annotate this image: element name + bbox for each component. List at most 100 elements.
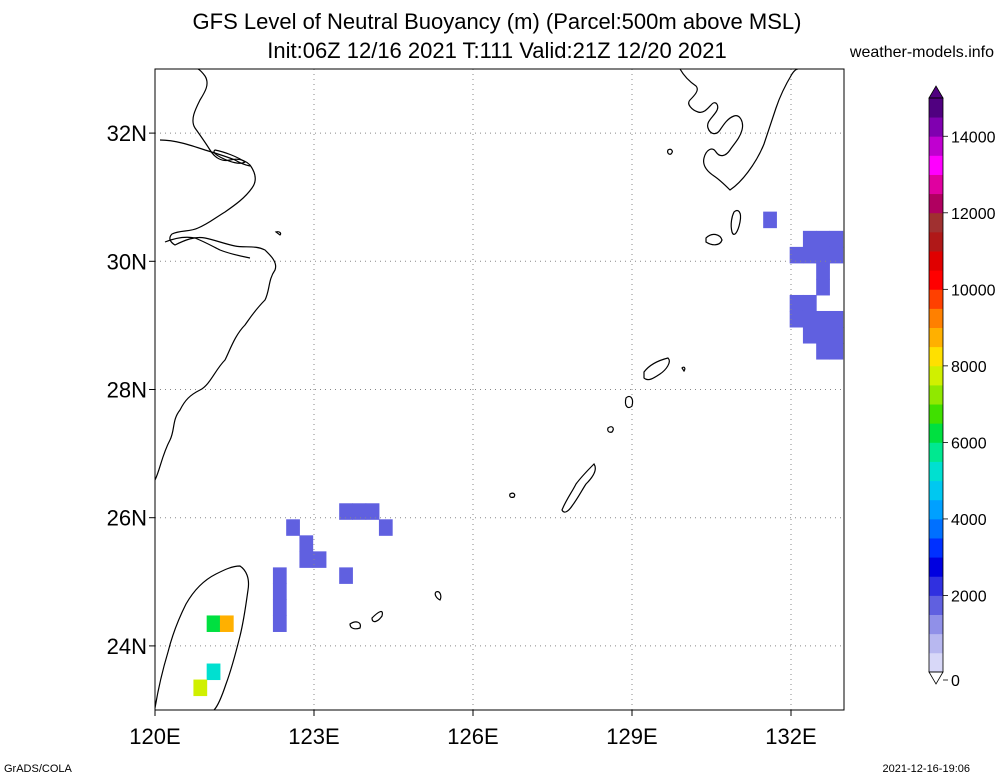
field-cell (206, 663, 221, 681)
field-cell (802, 294, 817, 312)
colorbar-swatch (929, 442, 943, 462)
colorbar-swatch (929, 270, 943, 290)
colorbar-max-arrow (928, 85, 944, 99)
colorbar-swatch (929, 174, 943, 195)
colorbar-swatch (929, 557, 943, 577)
colorbar-min-arrow (928, 671, 944, 685)
field-cell (829, 230, 844, 248)
lon-tick-label: 120E (129, 724, 180, 749)
axis-labels: 24N 26N 28N 30N 32N 120E 123E 126E 129E 132E (107, 121, 817, 749)
field-cell (816, 310, 830, 328)
field-cell (789, 246, 804, 264)
field-cell (816, 230, 830, 248)
field-cell (286, 519, 300, 536)
coastlines (155, 69, 799, 710)
lat-tick-label: 32N (107, 121, 147, 146)
colorbar-label: 8000 (951, 359, 987, 376)
colorbar-label: 4000 (951, 512, 987, 529)
colorbar-swatch (929, 289, 943, 309)
field-cell (802, 246, 817, 264)
colorbar-swatch (929, 155, 943, 175)
colorbar-swatch (929, 327, 943, 348)
field-cell (272, 615, 287, 632)
colorbar-frame (928, 97, 944, 673)
field-cell (816, 343, 830, 360)
lat-tick-label: 28N (107, 378, 147, 403)
field-cell (219, 615, 234, 632)
field-cell (206, 615, 221, 632)
buoyancy-field (193, 211, 844, 697)
coastline-islet-d (667, 148, 673, 155)
lat-tick-label: 24N (107, 634, 147, 659)
field-cell (829, 246, 844, 264)
field-cell (789, 310, 804, 328)
colorbar-swatch (929, 480, 943, 501)
colorbar-swatch (929, 231, 943, 252)
render-timestamp: 2021-12-16-19:06 (882, 763, 970, 775)
colorbar-swatch (929, 633, 943, 654)
field-cell (829, 327, 844, 344)
field-cell (829, 310, 844, 328)
colorbar-label: 12000 (951, 206, 996, 223)
field-cell (816, 327, 830, 344)
field-cell (763, 211, 777, 229)
coastline-island-a (705, 233, 723, 246)
field-cell (272, 583, 287, 600)
coastline-amami (643, 357, 670, 381)
coastline-kyushu (679, 69, 799, 191)
coastline-estuary (159, 139, 251, 167)
colorbar-swatch (929, 404, 943, 424)
coastline-okinoerabu (607, 426, 614, 433)
graticule (155, 69, 844, 710)
colorbar-swatch (929, 461, 943, 482)
field-cell (829, 343, 844, 360)
colorbar-swatch (929, 652, 943, 673)
field-cell (339, 567, 353, 584)
colorbar-swatch (929, 308, 943, 328)
colorbar-label: 0 (951, 673, 960, 690)
field-cell (365, 503, 380, 520)
field-cell (816, 246, 830, 264)
colorbar-label: 14000 (951, 129, 996, 146)
lon-tick-label: 126E (447, 724, 498, 749)
colorbar-label: 10000 (951, 282, 996, 299)
colorbar-swatch (929, 251, 943, 271)
colorbar-swatch (929, 499, 943, 520)
colorbar: 0 2000 4000 6000 8000 10000 12000 14000 (928, 85, 996, 690)
coastline-island-b (730, 209, 742, 235)
map-subtitle: Init:06Z 12/16 2021 T:111 Valid:21Z 12/2… (267, 38, 727, 63)
field-cell (802, 327, 817, 344)
coastline-islet-c (681, 366, 686, 373)
map-title: GFS Level of Neutral Buoyancy (m) (Parce… (192, 9, 802, 34)
field-cell (339, 503, 353, 520)
colorbar-swatch (929, 98, 943, 118)
field-cell (272, 567, 287, 584)
field-cell (816, 262, 830, 280)
field-cell (272, 599, 287, 616)
field-cell (789, 294, 804, 312)
coastline-ishigaki (371, 610, 383, 623)
colorbar-swatch (929, 595, 943, 615)
colorbar-swatch (929, 538, 943, 558)
lon-tick-label: 132E (765, 724, 816, 749)
colorbar-swatch (929, 365, 943, 386)
colorbar-swatch (929, 385, 943, 405)
colorbar-swatch (929, 117, 943, 137)
field-cell (816, 278, 830, 296)
field-cell (312, 551, 327, 568)
coastline-okinawa (561, 463, 596, 513)
software-credit: GrADS/COLA (4, 763, 72, 775)
lat-tick-label: 30N (107, 249, 147, 274)
colorbar-swatch (929, 212, 943, 233)
field-cell (352, 503, 367, 520)
colorbar-swatch (929, 423, 943, 443)
coastline-bay (164, 236, 251, 259)
coastline-islet-e (274, 231, 282, 236)
coastline-islet-a (509, 492, 516, 498)
coastline-miyako (349, 621, 361, 630)
coastline-islet-b (434, 591, 442, 601)
coastline-taiwan (155, 565, 250, 710)
colorbar-label: 6000 (951, 435, 987, 452)
site-label: weather-models.info (849, 44, 994, 61)
